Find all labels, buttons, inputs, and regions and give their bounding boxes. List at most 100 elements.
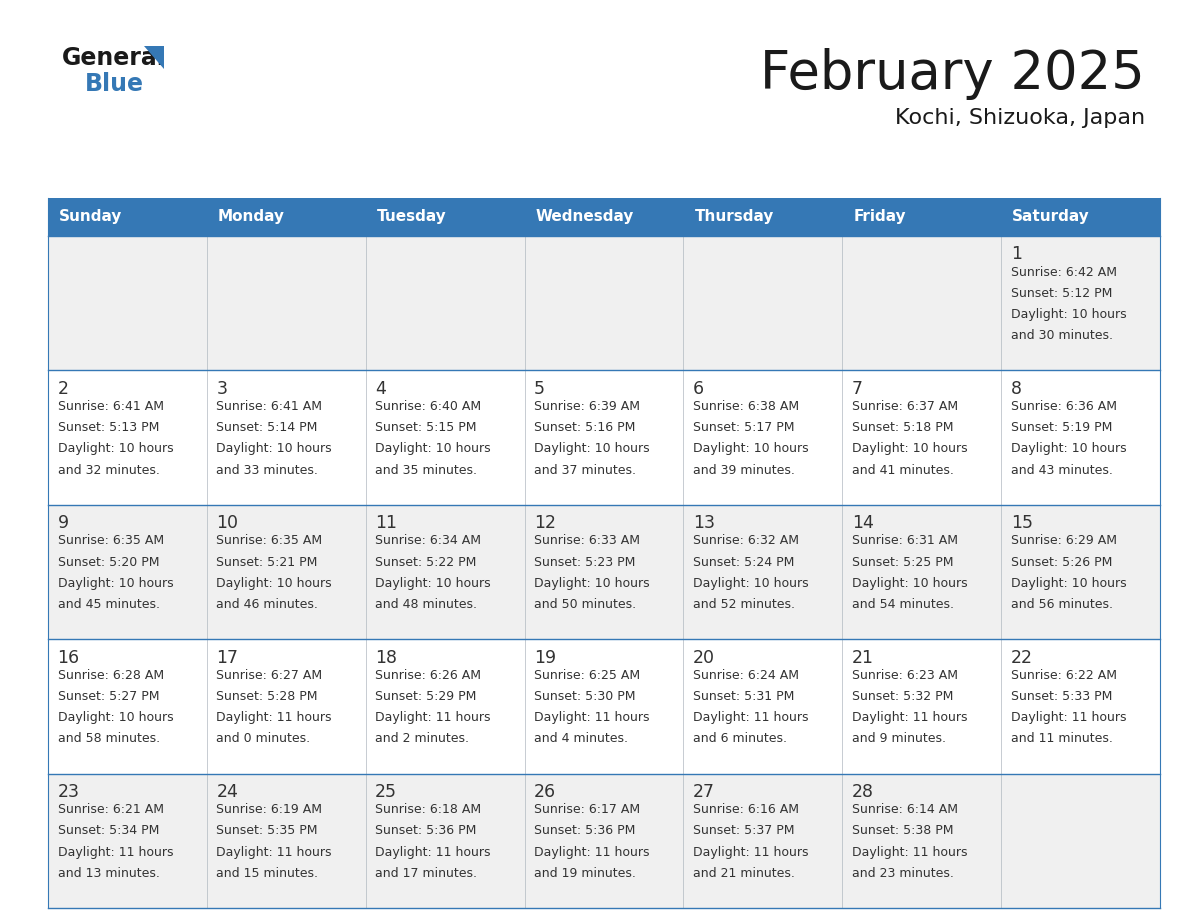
Text: 13: 13 (693, 514, 715, 532)
Bar (683, 505, 842, 639)
Text: 28: 28 (852, 783, 874, 801)
Text: Sunset: 5:16 PM: Sunset: 5:16 PM (535, 421, 636, 434)
Text: and 50 minutes.: and 50 minutes. (535, 598, 637, 611)
Text: Monday: Monday (217, 209, 285, 225)
Text: Sunset: 5:37 PM: Sunset: 5:37 PM (693, 824, 795, 837)
Text: Sunrise: 6:39 AM: Sunrise: 6:39 AM (535, 400, 640, 413)
Text: 23: 23 (57, 783, 80, 801)
Text: Sunset: 5:26 PM: Sunset: 5:26 PM (1011, 555, 1112, 568)
Text: Daylight: 11 hours: Daylight: 11 hours (1011, 711, 1126, 724)
Text: and 23 minutes.: and 23 minutes. (852, 867, 954, 879)
Text: Sunset: 5:29 PM: Sunset: 5:29 PM (375, 690, 476, 703)
Text: Daylight: 10 hours: Daylight: 10 hours (375, 442, 491, 455)
Text: Sunrise: 6:23 AM: Sunrise: 6:23 AM (852, 669, 958, 682)
Text: Sunset: 5:18 PM: Sunset: 5:18 PM (852, 421, 953, 434)
Text: Sunrise: 6:21 AM: Sunrise: 6:21 AM (57, 803, 164, 816)
Text: Sunrise: 6:29 AM: Sunrise: 6:29 AM (1011, 534, 1117, 547)
Text: 10: 10 (216, 514, 239, 532)
Text: Sunset: 5:38 PM: Sunset: 5:38 PM (852, 824, 953, 837)
Text: and 21 minutes.: and 21 minutes. (693, 867, 795, 879)
Bar (525, 774, 683, 908)
Bar (525, 236, 683, 370)
Text: and 41 minutes.: and 41 minutes. (852, 464, 954, 476)
Text: 9: 9 (57, 514, 69, 532)
Text: Sunrise: 6:35 AM: Sunrise: 6:35 AM (57, 534, 164, 547)
Bar (48, 639, 207, 774)
Text: and 13 minutes.: and 13 minutes. (57, 867, 159, 879)
Bar (1001, 370, 1159, 505)
Text: Daylight: 11 hours: Daylight: 11 hours (57, 845, 173, 858)
Text: Sunrise: 6:35 AM: Sunrise: 6:35 AM (216, 534, 322, 547)
Text: and 45 minutes.: and 45 minutes. (57, 598, 159, 611)
Text: 26: 26 (535, 783, 556, 801)
Bar (683, 198, 842, 236)
Text: Daylight: 10 hours: Daylight: 10 hours (57, 442, 173, 455)
Bar (683, 639, 842, 774)
Text: Daylight: 11 hours: Daylight: 11 hours (535, 711, 650, 724)
Text: Daylight: 10 hours: Daylight: 10 hours (852, 577, 967, 590)
Text: 18: 18 (375, 649, 397, 666)
Bar (1001, 774, 1159, 908)
Bar (366, 505, 525, 639)
Text: Sunset: 5:36 PM: Sunset: 5:36 PM (375, 824, 476, 837)
Bar (842, 505, 1001, 639)
Text: and 15 minutes.: and 15 minutes. (216, 867, 318, 879)
Text: Sunrise: 6:28 AM: Sunrise: 6:28 AM (57, 669, 164, 682)
Text: 22: 22 (1011, 649, 1032, 666)
Text: Sunrise: 6:24 AM: Sunrise: 6:24 AM (693, 669, 800, 682)
Text: 3: 3 (216, 380, 227, 397)
Text: Sunrise: 6:42 AM: Sunrise: 6:42 AM (1011, 265, 1117, 278)
Text: and 6 minutes.: and 6 minutes. (693, 733, 786, 745)
Text: 16: 16 (57, 649, 80, 666)
Text: 19: 19 (535, 649, 556, 666)
Text: Blue: Blue (86, 72, 144, 96)
Text: Sunset: 5:25 PM: Sunset: 5:25 PM (852, 555, 953, 568)
Text: Kochi, Shizuoka, Japan: Kochi, Shizuoka, Japan (895, 108, 1145, 128)
Bar (842, 198, 1001, 236)
Text: Sunrise: 6:34 AM: Sunrise: 6:34 AM (375, 534, 481, 547)
Text: and 30 minutes.: and 30 minutes. (1011, 330, 1113, 342)
Text: and 46 minutes.: and 46 minutes. (216, 598, 318, 611)
Bar (1001, 505, 1159, 639)
Bar (525, 505, 683, 639)
Text: Sunset: 5:13 PM: Sunset: 5:13 PM (57, 421, 159, 434)
Bar (207, 505, 366, 639)
Text: and 58 minutes.: and 58 minutes. (57, 733, 159, 745)
Text: Daylight: 11 hours: Daylight: 11 hours (375, 845, 491, 858)
Text: General: General (62, 46, 166, 70)
Text: and 39 minutes.: and 39 minutes. (693, 464, 795, 476)
Text: 7: 7 (852, 380, 862, 397)
Text: Sunrise: 6:41 AM: Sunrise: 6:41 AM (216, 400, 322, 413)
Text: Sunset: 5:35 PM: Sunset: 5:35 PM (216, 824, 318, 837)
Bar (207, 639, 366, 774)
Bar (48, 774, 207, 908)
Text: Tuesday: Tuesday (377, 209, 447, 225)
Text: 8: 8 (1011, 380, 1022, 397)
Text: Sunrise: 6:14 AM: Sunrise: 6:14 AM (852, 803, 958, 816)
Text: Daylight: 11 hours: Daylight: 11 hours (535, 845, 650, 858)
Text: Daylight: 11 hours: Daylight: 11 hours (693, 845, 809, 858)
Bar (842, 639, 1001, 774)
Text: 2: 2 (57, 380, 69, 397)
Text: and 32 minutes.: and 32 minutes. (57, 464, 159, 476)
Text: Sunset: 5:36 PM: Sunset: 5:36 PM (535, 824, 636, 837)
Text: 5: 5 (535, 380, 545, 397)
Text: Sunset: 5:20 PM: Sunset: 5:20 PM (57, 555, 159, 568)
Text: Daylight: 11 hours: Daylight: 11 hours (852, 845, 967, 858)
Text: 4: 4 (375, 380, 386, 397)
Text: Sunset: 5:32 PM: Sunset: 5:32 PM (852, 690, 953, 703)
Text: Daylight: 10 hours: Daylight: 10 hours (1011, 442, 1126, 455)
Text: Daylight: 11 hours: Daylight: 11 hours (375, 711, 491, 724)
Text: Wednesday: Wednesday (536, 209, 634, 225)
Text: Sunrise: 6:22 AM: Sunrise: 6:22 AM (1011, 669, 1117, 682)
Text: and 52 minutes.: and 52 minutes. (693, 598, 795, 611)
Text: and 33 minutes.: and 33 minutes. (216, 464, 318, 476)
Text: 25: 25 (375, 783, 397, 801)
Text: Daylight: 10 hours: Daylight: 10 hours (535, 442, 650, 455)
Text: 12: 12 (535, 514, 556, 532)
Text: Sunrise: 6:26 AM: Sunrise: 6:26 AM (375, 669, 481, 682)
Text: and 56 minutes.: and 56 minutes. (1011, 598, 1113, 611)
Text: Sunrise: 6:40 AM: Sunrise: 6:40 AM (375, 400, 481, 413)
Text: Daylight: 10 hours: Daylight: 10 hours (216, 577, 331, 590)
Text: Sunset: 5:31 PM: Sunset: 5:31 PM (693, 690, 795, 703)
